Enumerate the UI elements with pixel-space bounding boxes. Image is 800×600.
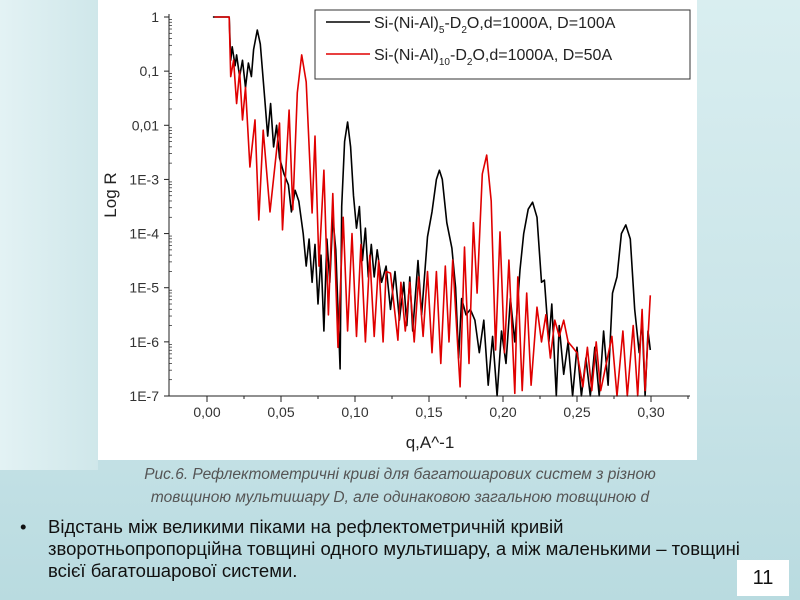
- y-tick-label: 1E-3: [129, 171, 159, 187]
- slide-background-strip: [0, 0, 98, 470]
- y-tick-label: 0,1: [140, 63, 160, 79]
- caption-line-2: товщиною мультишару D, але одинаковою за…: [150, 489, 650, 506]
- legend-box: [314, 9, 691, 80]
- y-tick-label: 1: [151, 9, 159, 25]
- legend-label-series-1: Si-(Ni-Al)5-D2O,d=1000A, D=100A: [374, 15, 616, 36]
- bullet-text: Відстань між великими піками на рефлекто…: [48, 516, 740, 581]
- legend: Si-(Ni-Al)5-D2O,d=1000A, D=100A Si-(Ni-A…: [314, 9, 691, 80]
- figure-caption: Рис.6. Рефлектометричні криві для багато…: [40, 463, 760, 509]
- series-line-2: [214, 16, 652, 397]
- x-tick-label: 0,20: [489, 404, 516, 420]
- x-tick-label: 0,25: [563, 404, 590, 420]
- legend-label-series-2: Si-(Ni-Al)10-D2O,d=1000A, D=50A: [374, 47, 612, 68]
- reflectometry-chart: 0,00 0,05 0,10 0,15 0,20 0,25 0,30 1 0,1 0,01 1E-3…: [101, 9, 691, 452]
- slide-number: 11: [737, 560, 789, 596]
- x-tick-label: 0,10: [341, 404, 368, 420]
- x-tick-label: 0,30: [637, 404, 664, 420]
- x-tick-label: 0,15: [415, 404, 442, 420]
- y-tick-label: 0,01: [132, 117, 159, 133]
- caption-line-1: Рис.6. Рефлектометричні криві для багато…: [144, 466, 656, 483]
- y-tick-label: 1E-7: [129, 388, 159, 404]
- y-tick-label: 1E-5: [129, 280, 159, 296]
- y-tick-label: 1E-4: [129, 226, 159, 242]
- y-tick-label: 1E-6: [129, 334, 159, 350]
- x-tick-label: 0,00: [193, 404, 220, 420]
- x-tick-label: 0,05: [267, 404, 294, 420]
- x-axis-label: q,A^-1: [406, 433, 455, 452]
- bullet-marker: •: [20, 516, 27, 537]
- y-axis-label: Log R: [101, 172, 120, 217]
